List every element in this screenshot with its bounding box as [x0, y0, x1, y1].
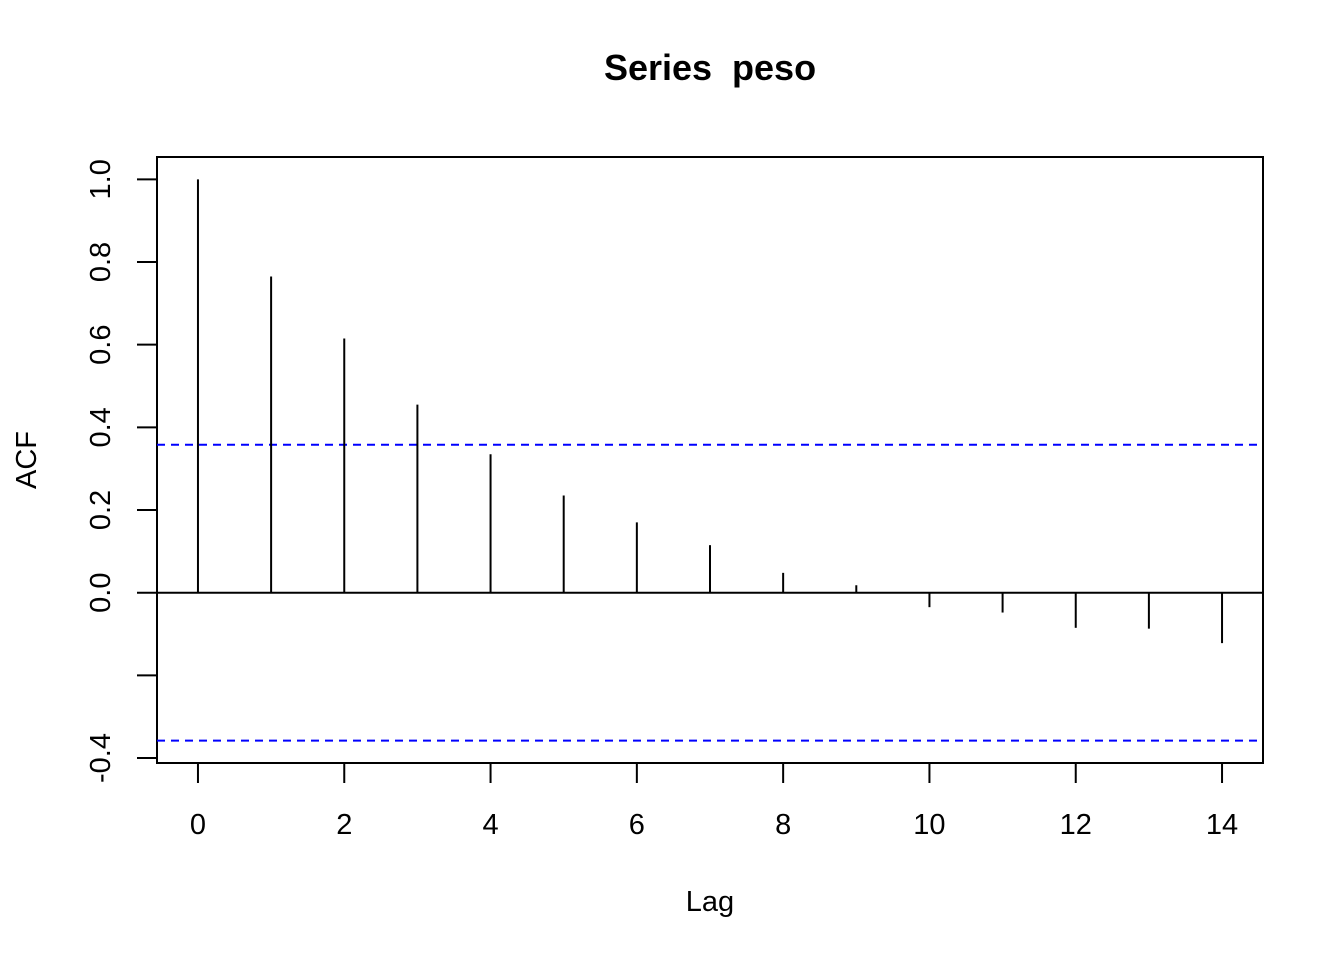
- y-tick-label: 0.2: [85, 490, 117, 530]
- x-tick-label: 14: [1206, 809, 1238, 841]
- y-tick-label: 1.0: [85, 159, 117, 199]
- y-tick-label: 0.4: [85, 407, 117, 447]
- plot-frame: [156, 156, 1264, 764]
- x-tick-label: 6: [629, 809, 645, 841]
- y-tick-label: 0.0: [85, 573, 117, 613]
- chart-title: Series peso: [604, 47, 816, 88]
- chart-marks: 0 2 4 6 8 10 12 14 -0.4 0.0 0.2 0.4 0.6 0.8 1.0: [85, 159, 1263, 841]
- x-axis-label: Lag: [686, 886, 734, 918]
- y-tick-label: 0.6: [85, 325, 117, 365]
- x-tick-label: 0: [190, 809, 206, 841]
- x-tick-label: 12: [1060, 809, 1092, 841]
- x-tick-label: 10: [913, 809, 945, 841]
- x-tick-label: 8: [775, 809, 791, 841]
- x-tick-label: 2: [336, 809, 352, 841]
- y-tick-label: -0.4: [85, 733, 117, 783]
- x-tick-label: 4: [482, 809, 498, 841]
- y-tick-label: 0.8: [85, 242, 117, 282]
- y-axis-label: ACF: [11, 431, 43, 489]
